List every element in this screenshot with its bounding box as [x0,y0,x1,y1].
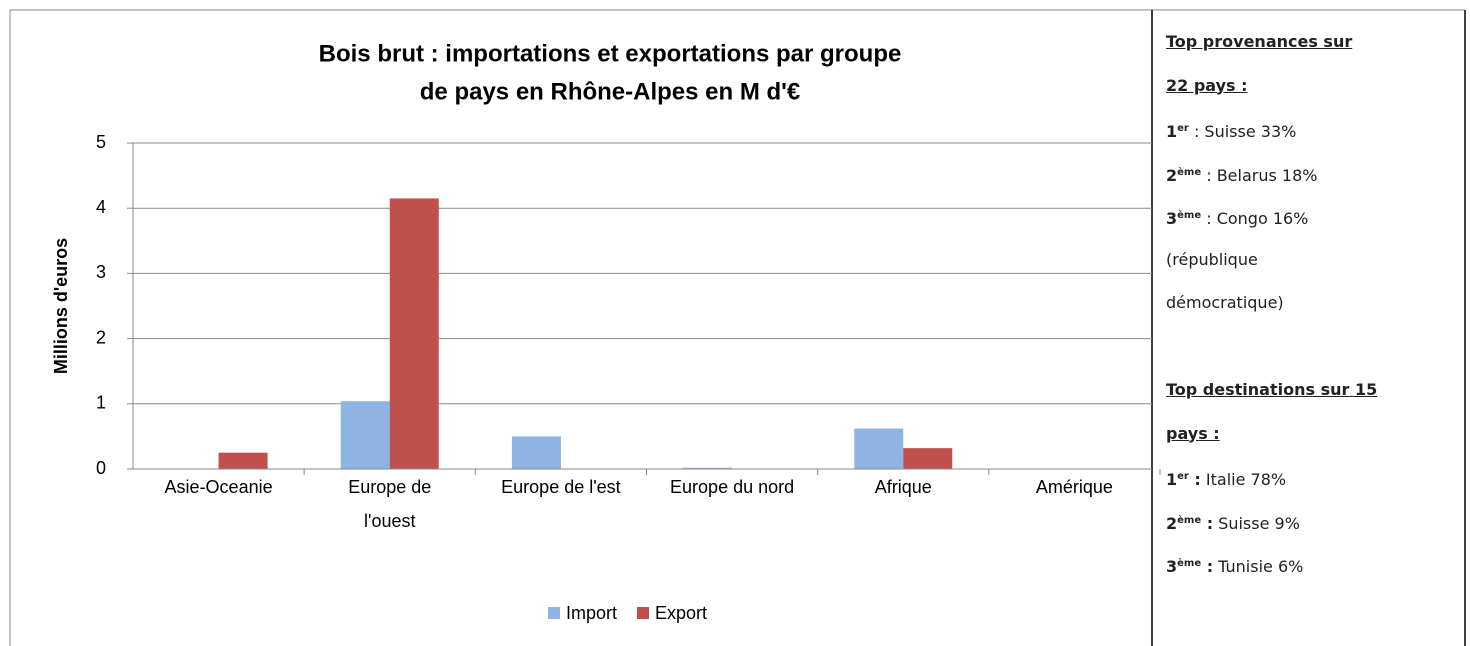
rank-suffix: ème [1177,558,1202,569]
ranking-item: 1er : Suisse 33% [1166,107,1456,151]
item-text: : Suisse 33% [1188,122,1297,141]
item-text: : Belarus 18% [1201,165,1318,185]
chart-title: de pays en Rhône-Alpes en M d'€ [420,78,800,105]
bar [218,452,268,469]
section-heading: pays : [1166,423,1220,443]
legend-label: Import [566,603,617,623]
legend-label: Export [655,603,707,623]
rank-suffix: ème [1177,210,1202,221]
rank: 2 [1166,165,1178,185]
bar [683,467,733,469]
legend-swatch [548,607,560,619]
chart-title: Bois brut : importations et exportations… [319,40,902,67]
rank: 3 [1166,557,1178,576]
rank: 1 [1166,122,1178,141]
rank-suffix: ème [1177,166,1202,178]
item-text: : Congo 16% [1201,209,1309,228]
y-tick-label: 3 [96,262,106,282]
bar [389,198,439,470]
y-tick-label: 2 [96,327,106,347]
ranking-item: 3ème : Tunisie 6% [1166,542,1456,586]
bar [903,448,953,469]
section-heading: 22 pays : [1166,75,1248,95]
item-text: Tunisie 6% [1213,557,1304,576]
y-axis-label: Millions d'euros [51,238,71,374]
bar [854,428,904,469]
rank-suffix: er [1177,471,1189,482]
rank-suffix: er [1177,123,1189,134]
x-tick-label: Europe de l'est [501,477,621,497]
item-text: Italie 78% [1200,470,1287,489]
bar [340,401,390,469]
y-tick-label: 0 [96,458,106,478]
x-tick-label: Amérique [1036,477,1113,497]
legend-swatch [637,607,650,619]
x-tick-label: Afrique [875,477,932,497]
ranking-item: 2ème : Belarus 18% [1166,151,1456,195]
ranking-item: 2ème : Suisse 9% [1166,499,1456,543]
section-heading: Top destinations sur 15 [1166,380,1378,399]
item-text: Suisse 9% [1213,513,1300,533]
item-text: (république [1166,249,1258,269]
separator: : [1201,557,1214,576]
info-panel: Top provenances sur 22 pays :1er : Suisse… [1166,20,1456,586]
x-tick-label: Europe du nord [670,477,794,497]
ranking-item: 1er : Italie 78% [1166,455,1456,499]
spacer [1166,325,1456,369]
section-heading: Top provenances sur [1166,32,1353,51]
rank-suffix: ème [1177,514,1202,526]
y-tick-label: 1 [96,393,106,413]
y-tick-label: 5 [96,132,106,152]
separator: : [1201,513,1214,533]
x-tick-label: Asie-Oceanie [165,477,273,497]
bar [511,436,561,469]
frame [9,9,1465,646]
item-text: démocratique) [1166,293,1284,312]
x-tick-label: Europe de l'ouest [348,477,431,531]
rank: 1 [1166,470,1178,489]
separator: : [1188,470,1201,489]
ranking-item: 3ème : Congo 16% [1166,194,1456,238]
rank: 3 [1166,209,1178,228]
y-tick-label: 4 [96,197,106,217]
rank: 2 [1166,513,1178,533]
